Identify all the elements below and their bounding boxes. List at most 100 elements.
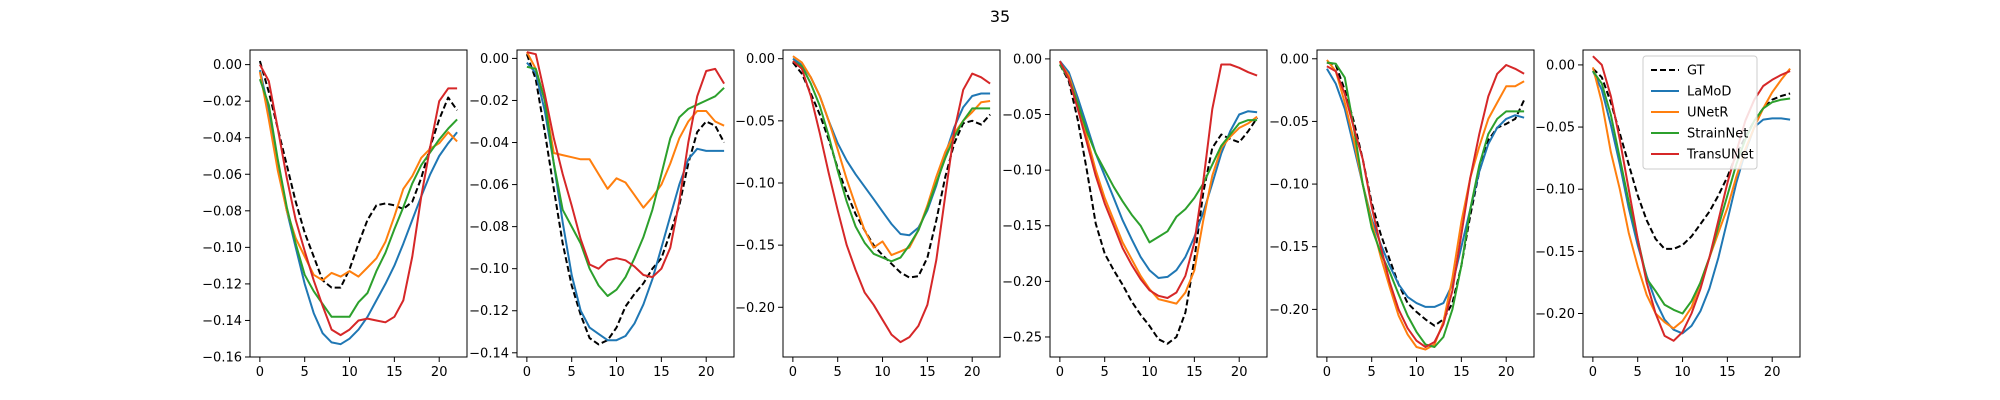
legend-label-unetr: UNetR [1687, 106, 1728, 121]
y-tick-label: −0.06 [202, 168, 242, 183]
y-tick-label: −0.15 [1269, 240, 1309, 255]
series-line-gt [1326, 61, 1526, 327]
y-tick-label: −0.10 [469, 262, 509, 277]
axes-frame [1049, 49, 1268, 358]
x-tick-label: 20 [964, 365, 981, 380]
y-tick-label: −0.12 [202, 277, 242, 292]
series-line-gt [258, 60, 458, 289]
x-tick-label: 0 [1056, 365, 1064, 380]
y-tick-label: −0.05 [1269, 115, 1309, 130]
x-tick-label: 20 [1231, 365, 1248, 380]
series-line-strainnet [792, 60, 991, 263]
y-tick-label: −0.20 [1002, 275, 1042, 290]
x-tick-label: 10 [341, 365, 358, 380]
series-line-strainnet [1326, 61, 1525, 348]
series-line-unetr [1059, 61, 1258, 305]
x-tick-label: 15 [919, 365, 936, 380]
x-tick-label: 20 [431, 365, 448, 380]
legend-label-transunet: TransUNet [1686, 148, 1754, 163]
x-tick-label: 0 [256, 365, 264, 380]
series-line-strainnet [1059, 63, 1258, 244]
y-tick-label: −0.16 [202, 351, 242, 366]
x-tick-label: 0 [1589, 365, 1597, 380]
x-tick-label: 5 [1101, 365, 1109, 380]
series-line-transunet [792, 60, 991, 344]
x-tick-label: 5 [834, 365, 842, 380]
y-tick-label: 0.00 [1013, 52, 1042, 67]
y-tick-label: 0.00 [1280, 52, 1309, 67]
subplot-2: 0 5 10 15 20 0.00 −0.02 −0.04 −0.06 −0.08 −0.10 −0.… [469, 49, 735, 380]
x-tick-label: 0 [523, 365, 531, 380]
x-tick-label: 15 [653, 365, 670, 380]
y-tick-label: 0.00 [480, 52, 509, 67]
y-tick-label: −0.15 [735, 239, 775, 254]
y-tick-label: −0.15 [1535, 245, 1575, 260]
series-line-gt [792, 61, 991, 279]
x-tick-label: 10 [1141, 365, 1158, 380]
y-tick-label: −0.14 [469, 346, 509, 361]
x-tick-label: 20 [698, 365, 715, 380]
y-tick-label: −0.10 [1535, 183, 1575, 198]
series-line-strainnet [526, 65, 725, 297]
y-tick-label: −0.20 [1269, 303, 1309, 318]
y-tick-label: −0.05 [1002, 108, 1042, 123]
y-tick-label: −0.20 [1535, 307, 1575, 322]
figure-title: 35 [990, 7, 1010, 26]
y-tick-label: −0.10 [1002, 164, 1042, 179]
x-tick-label: 10 [874, 365, 891, 380]
x-tick-label: 20 [1498, 365, 1515, 380]
axes-frame [1582, 49, 1801, 358]
x-tick-label: 10 [608, 365, 625, 380]
y-tick-label: −0.15 [1002, 219, 1042, 234]
x-tick-label: 10 [1674, 365, 1691, 380]
axes-frame [516, 49, 735, 358]
series-line-gt [1059, 64, 1258, 345]
x-tick-label: 10 [1408, 365, 1425, 380]
series-line-lamod [1059, 60, 1258, 279]
x-tick-label: 20 [1764, 365, 1781, 380]
axes-frame [1316, 49, 1535, 358]
y-tick-label: −0.12 [469, 304, 509, 319]
y-tick-label: −0.10 [735, 176, 775, 191]
series-line-unetr [792, 55, 991, 257]
y-tick-label: −0.02 [202, 95, 242, 110]
y-tick-label: 0.00 [746, 52, 775, 67]
x-tick-label: 15 [1186, 365, 1203, 380]
axes-frame [782, 49, 1001, 358]
legend: GT LaMoD UNetR StrainNet TransUNet [1642, 55, 1758, 170]
x-tick-label: 0 [789, 365, 797, 380]
x-tick-label: 5 [1634, 365, 1642, 380]
y-tick-label: −0.04 [202, 131, 242, 146]
legend-label-gt: GT [1687, 64, 1705, 79]
subplot-3: 0 5 10 15 20 0.00 −0.05 −0.10 −0.15 −0.20 [735, 49, 1001, 380]
series-line-lamod [1326, 68, 1525, 308]
x-tick-label: 15 [1719, 365, 1736, 380]
series-line-transunet [259, 64, 458, 337]
subplot-5: 0 5 10 15 20 0.00 −0.05 −0.10 −0.15 −0.20 [1269, 49, 1535, 380]
y-tick-label: −0.04 [469, 136, 509, 151]
x-tick-label: 0 [1323, 365, 1331, 380]
x-tick-label: 5 [301, 365, 309, 380]
series-line-transunet [1059, 60, 1258, 299]
x-tick-label: 5 [568, 365, 576, 380]
series-line-lamod [526, 61, 725, 342]
series-line-gt [525, 53, 725, 346]
y-tick-label: −0.02 [469, 94, 509, 109]
y-tick-label: 0.00 [213, 58, 242, 73]
legend-box [1642, 55, 1758, 170]
series-line-transunet [1326, 64, 1525, 348]
axes-frame [249, 49, 468, 358]
y-tick-label: −0.14 [202, 314, 242, 329]
y-tick-label: 0.00 [1546, 58, 1575, 73]
y-tick-label: −0.05 [1535, 121, 1575, 136]
x-tick-label: 15 [386, 365, 403, 380]
legend-label-lamod: LaMoD [1687, 85, 1731, 100]
y-tick-label: −0.08 [202, 204, 242, 219]
x-tick-label: 15 [1453, 365, 1470, 380]
subplots: 0 5 10 15 20 0.00 −0.02 −0.04 −0.06 −0.08 −0.10 −0.… [202, 49, 1801, 380]
subplot-4: 0 5 10 15 20 0.00 −0.05 −0.10 −0.15 −0.20 −0.25 [1002, 49, 1268, 380]
series-line-transunet [526, 51, 725, 279]
y-tick-label: −0.25 [1002, 330, 1042, 345]
series-line-strainnet [258, 78, 458, 318]
